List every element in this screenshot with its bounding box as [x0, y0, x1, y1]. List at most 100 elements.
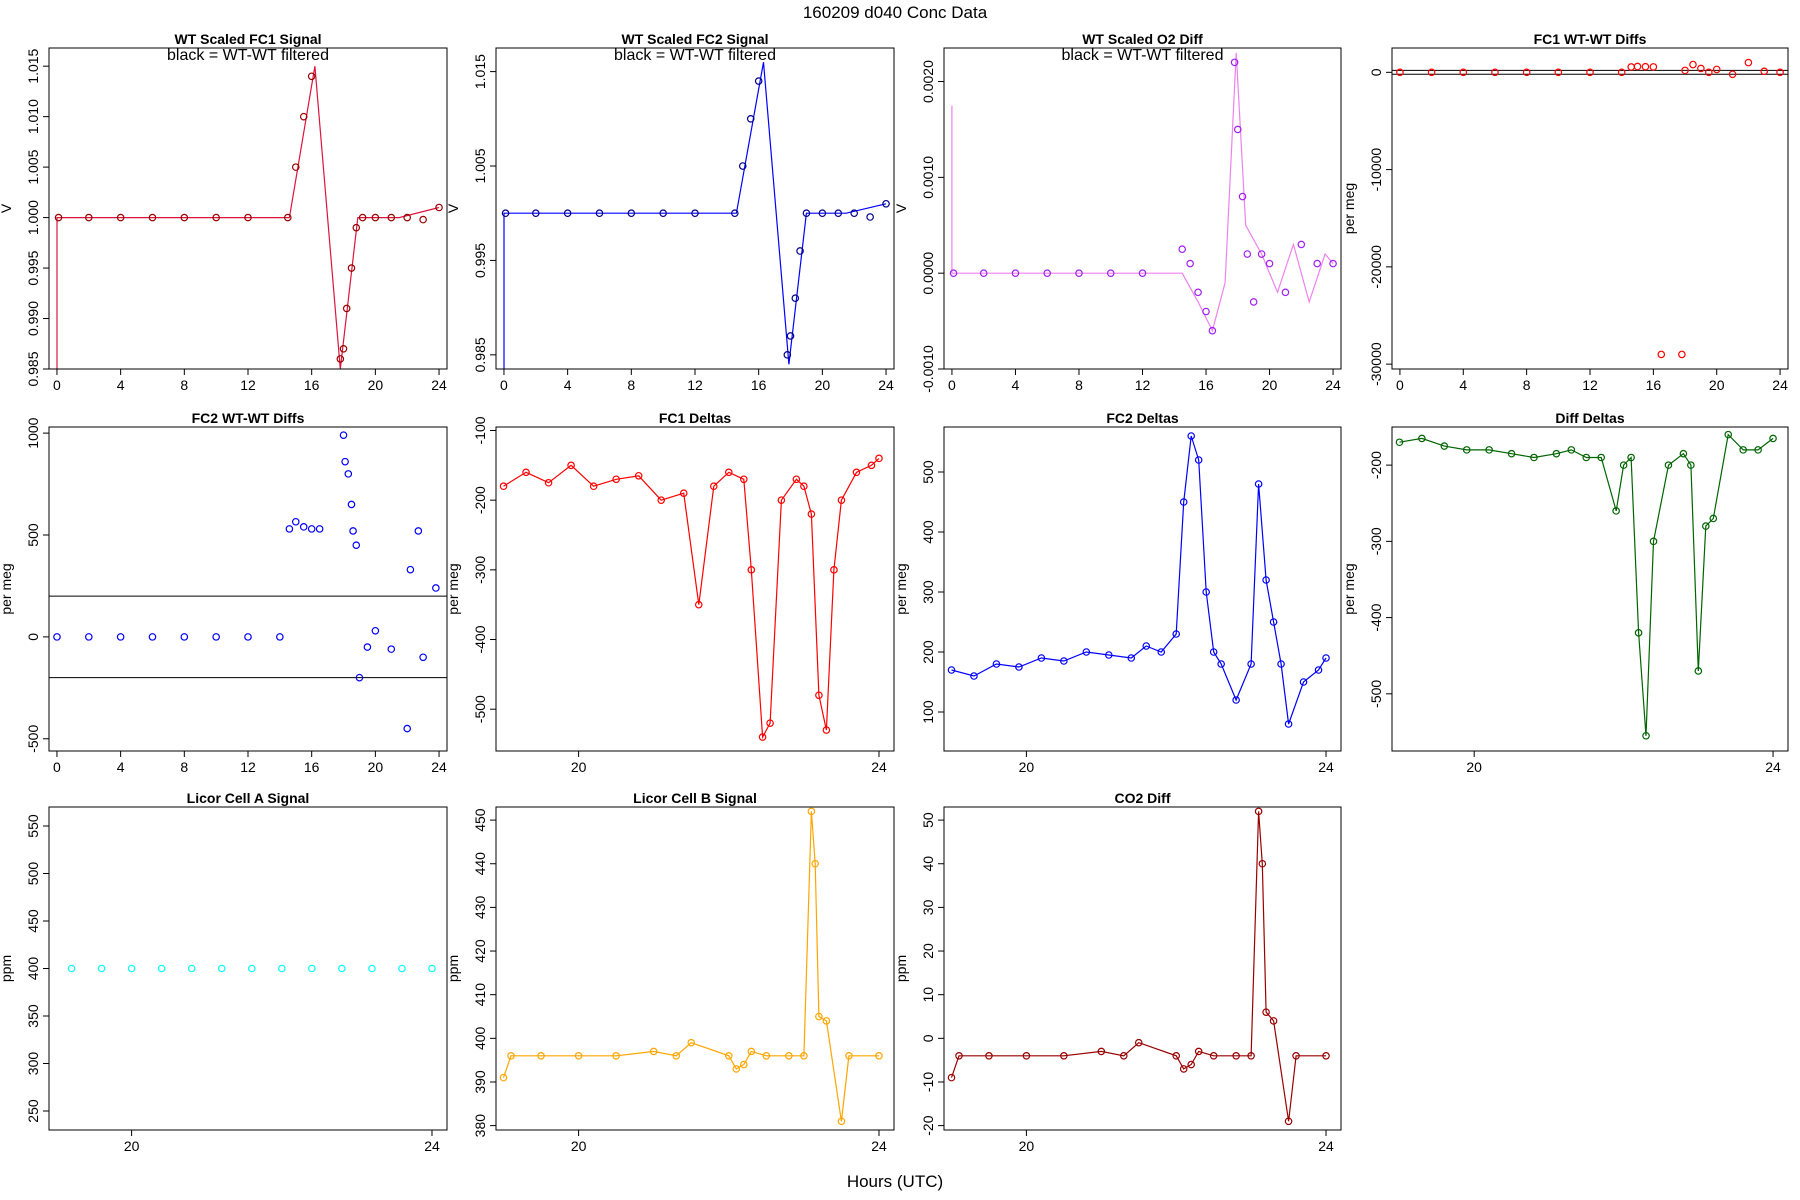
x-tick-label: 12 — [240, 759, 256, 775]
data-point — [244, 633, 252, 641]
x-tick-label: 16 — [304, 377, 320, 393]
data-point — [1619, 461, 1628, 469]
panel-title: FC1 WT-WT Diffs — [1534, 31, 1647, 47]
data-point — [1649, 537, 1658, 546]
plot-frame — [48, 426, 448, 752]
data-point — [574, 1051, 583, 1060]
y-tick-label: -200 — [1368, 451, 1384, 479]
y-tick-label: 420 — [472, 939, 488, 963]
x-tick-label: 20 — [124, 1138, 140, 1154]
data-point — [1262, 1008, 1270, 1016]
data-point — [406, 565, 415, 574]
data-point — [807, 510, 816, 518]
data-point — [672, 1051, 681, 1060]
x-tick-label: 20 — [368, 377, 384, 393]
y-tick-label: 0.995 — [472, 243, 488, 278]
y-tick-label: -10000 — [1368, 148, 1384, 192]
y-tick-label: -0.0010 — [920, 345, 936, 393]
data-point — [1739, 446, 1747, 454]
panel-title: WT Scaled FC2 Signal — [621, 31, 768, 47]
y-tick-label: 0.0020 — [920, 60, 936, 103]
data-point — [1194, 456, 1203, 464]
data-point — [882, 199, 890, 208]
data-point — [339, 345, 348, 353]
data-point — [1396, 68, 1404, 77]
data-point — [1459, 68, 1468, 77]
y-tick-label: -200 — [472, 486, 488, 514]
data-point — [866, 213, 874, 221]
x-tick-label: 20 — [571, 759, 587, 775]
data-point — [1329, 259, 1337, 268]
data-point — [1104, 651, 1113, 659]
data-point — [277, 964, 286, 973]
data-point — [815, 691, 823, 700]
series-line — [56, 66, 440, 369]
series-line — [502, 811, 879, 1122]
data-point — [796, 247, 804, 255]
data-point — [740, 1060, 748, 1069]
y-axis: 0.985 0.995 1.005 1.015 — [472, 54, 496, 372]
data-point — [766, 719, 774, 727]
data-point — [1202, 307, 1210, 316]
data-point — [845, 1051, 853, 1060]
y-axis: 250 300 350 400 450 500 550 — [25, 814, 49, 1123]
x-tick-label: 0 — [53, 759, 61, 775]
data-point — [947, 666, 956, 674]
plot-frame — [943, 426, 1342, 752]
data-point — [1060, 1051, 1068, 1060]
x-tick-label: 24 — [1318, 1138, 1334, 1154]
data-point — [1582, 453, 1591, 462]
data-point — [746, 115, 755, 123]
data-point — [875, 1051, 883, 1060]
data-point — [691, 209, 699, 218]
data-point — [54, 213, 63, 222]
data-point — [339, 431, 348, 439]
data-point — [371, 213, 380, 222]
y-tick-label: 1.010 — [25, 99, 41, 134]
data-point — [811, 859, 819, 868]
data-point — [522, 468, 530, 477]
data-point — [1281, 288, 1290, 297]
data-point — [791, 294, 800, 302]
data-point — [1418, 434, 1426, 443]
data-point — [1297, 240, 1306, 249]
data-point — [187, 964, 196, 973]
x-tick-label: 12 — [1135, 377, 1151, 393]
x-tick-label: 20 — [1262, 377, 1278, 393]
data-point — [358, 213, 367, 222]
data-point — [800, 482, 808, 491]
data-point — [501, 209, 510, 218]
data-point — [1082, 648, 1091, 656]
plot-frame — [495, 426, 895, 752]
x-tick-label: 24 — [871, 759, 887, 775]
y-tick-label: 0.995 — [25, 250, 41, 285]
data-point — [1567, 446, 1576, 454]
data-point — [1485, 446, 1493, 454]
data-point — [1269, 1017, 1278, 1025]
data-point — [499, 482, 508, 491]
data-point — [1257, 250, 1266, 258]
data-point — [1641, 62, 1650, 71]
y-tick-label: 100 — [920, 700, 936, 724]
data-point — [1689, 60, 1697, 69]
plot-area — [1392, 58, 1788, 359]
data-point — [979, 269, 988, 277]
y-tick-label: 0.985 — [472, 337, 488, 372]
x-axis: 20 24 — [1466, 751, 1781, 775]
data-point — [1705, 68, 1713, 77]
figure-xlabel: Hours (UTC) — [847, 1172, 943, 1191]
data-point — [1462, 446, 1471, 454]
data-point — [867, 461, 876, 470]
data-point — [342, 304, 351, 313]
y-axis-label: V — [445, 203, 461, 213]
series-line — [1399, 433, 1774, 736]
data-point — [1249, 298, 1258, 306]
data-point — [1284, 1117, 1293, 1126]
data-point — [85, 213, 93, 222]
data-point — [709, 482, 718, 491]
data-point — [1314, 666, 1323, 674]
panel-title: FC1 Deltas — [659, 410, 732, 426]
